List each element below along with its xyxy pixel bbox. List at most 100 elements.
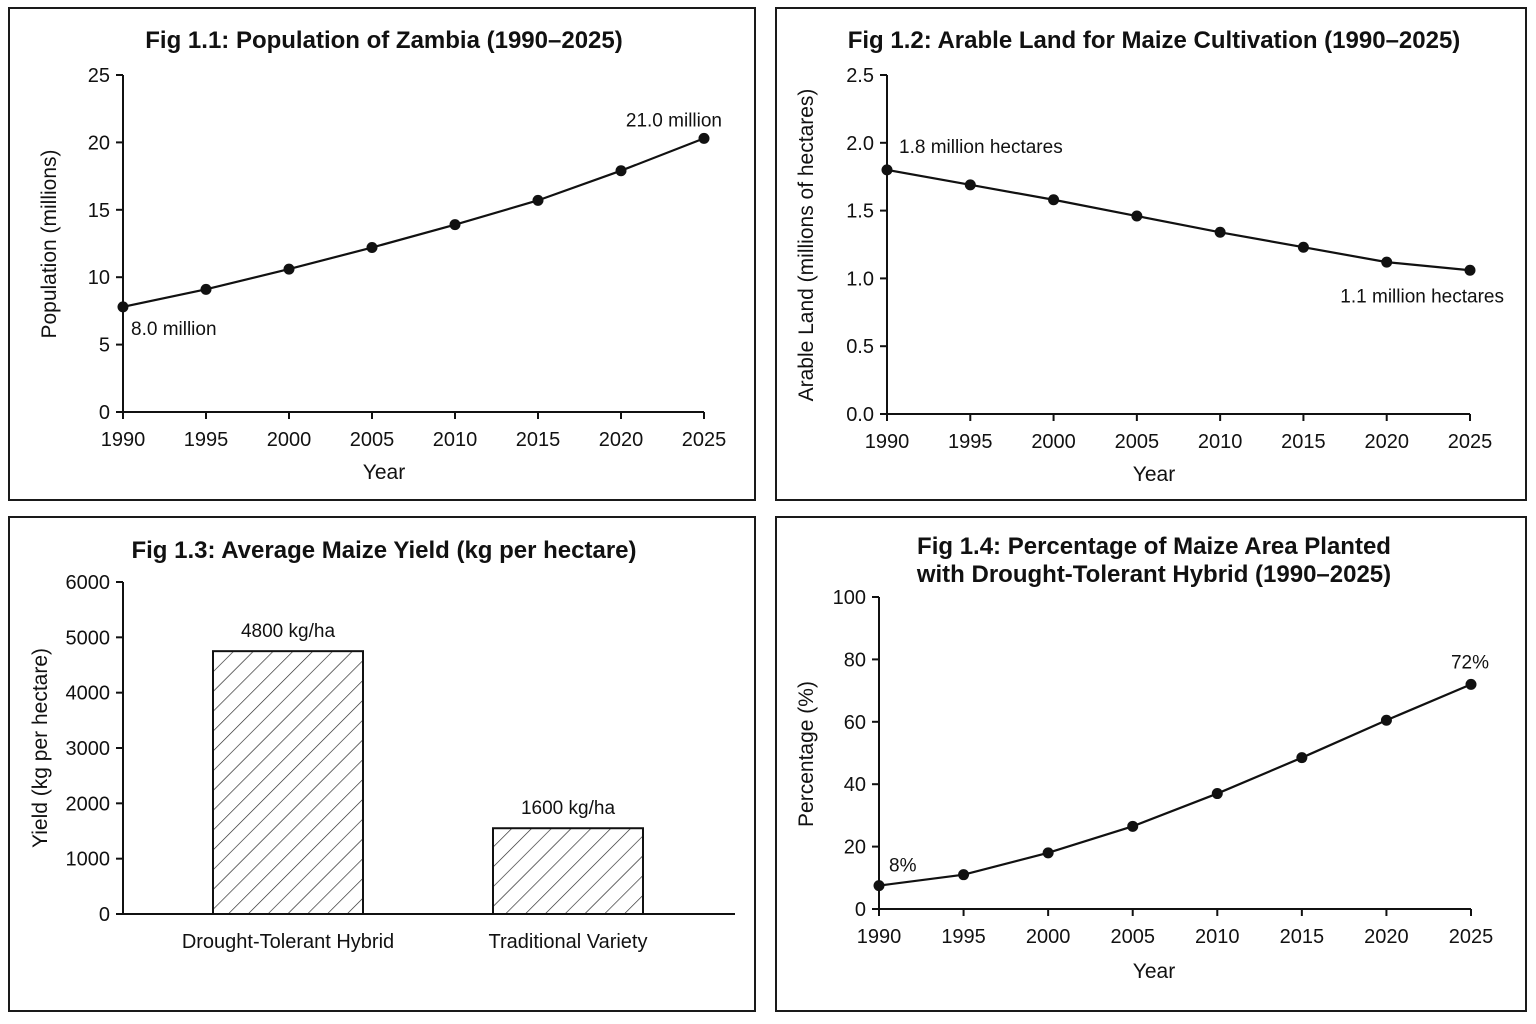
chart-title: Fig 1.1: Population of Zambia (1990–2025… xyxy=(145,27,622,54)
y-tick-label: 2.0 xyxy=(846,133,874,155)
y-tick-label: 0 xyxy=(99,402,110,424)
y-tick-label: 1000 xyxy=(66,849,111,871)
y-tick-label: 40 xyxy=(844,774,866,796)
y-axis-label: Population (millions) xyxy=(38,149,61,338)
data-point xyxy=(449,219,461,231)
fig1-panel: Fig 1.1: Population of Zambia (1990–2025… xyxy=(8,7,756,501)
x-tick-label: 2015 xyxy=(1281,431,1326,453)
x-tick-label: 2015 xyxy=(516,429,561,451)
data-point xyxy=(881,164,893,176)
data-point xyxy=(958,869,970,881)
y-tick-label: 0 xyxy=(99,904,110,926)
data-point xyxy=(283,263,295,275)
x-tick-label: 2005 xyxy=(350,429,395,451)
fig2-panel: Fig 1.2: Arable Land for Maize Cultivati… xyxy=(775,7,1527,501)
x-tick-label: 2020 xyxy=(1364,431,1409,453)
chart-title: Fig 1.4: Percentage of Maize Area Plante… xyxy=(917,533,1391,560)
y-tick-label: 20 xyxy=(88,132,110,154)
bar xyxy=(492,827,644,916)
x-tick-label: 1995 xyxy=(948,431,993,453)
data-point xyxy=(964,179,976,191)
x-axis-label: Year xyxy=(1133,463,1175,486)
y-tick-label: 0.5 xyxy=(846,336,874,358)
y-tick-label: 2.5 xyxy=(846,65,874,87)
data-point xyxy=(1464,264,1476,276)
data-point xyxy=(532,194,544,206)
x-tick-label: 2025 xyxy=(1448,431,1493,453)
y-tick-label: 5 xyxy=(99,335,110,357)
bar xyxy=(212,650,364,916)
x-category-label: Drought-Tolerant Hybrid xyxy=(182,931,394,953)
bar-data-label: 4800 kg/ha xyxy=(241,621,335,642)
x-tick-label: 2010 xyxy=(1198,431,1243,453)
x-tick-label: 2000 xyxy=(267,429,312,451)
x-tick-label: 2020 xyxy=(1364,926,1409,948)
fig3-chart: Fig 1.3: Average Maize Yield (kg per hec… xyxy=(29,537,735,953)
x-tick-label: 2010 xyxy=(433,429,478,451)
data-point xyxy=(1048,194,1060,206)
data-annotation: 1.8 million hectares xyxy=(899,137,1063,158)
x-tick-label: 2010 xyxy=(1195,926,1240,948)
y-tick-label: 6000 xyxy=(66,572,111,594)
y-tick-label: 1.0 xyxy=(846,268,874,290)
y-tick-label: 80 xyxy=(844,649,866,671)
data-point xyxy=(1296,752,1308,764)
x-tick-label: 1990 xyxy=(857,926,902,948)
x-axis-label: Year xyxy=(363,461,405,484)
y-tick-label: 10 xyxy=(88,267,110,289)
data-annotation: 72% xyxy=(1451,652,1489,673)
fig3-panel: Fig 1.3: Average Maize Yield (kg per hec… xyxy=(8,516,756,1012)
y-tick-label: 2000 xyxy=(66,793,111,815)
x-tick-label: 2025 xyxy=(682,429,727,451)
y-tick-label: 0.0 xyxy=(846,404,874,426)
y-axis-label: Arable Land (millions of hectares) xyxy=(795,89,818,402)
data-point xyxy=(1297,241,1309,253)
data-annotation: 1.1 million hectares xyxy=(1340,286,1504,307)
x-tick-label: 2005 xyxy=(1115,431,1160,453)
data-point xyxy=(117,301,129,313)
data-point xyxy=(1127,820,1139,832)
x-tick-label: 2000 xyxy=(1026,926,1071,948)
data-point xyxy=(1131,210,1143,222)
data-point xyxy=(1465,678,1477,690)
bar-data-label: 1600 kg/ha xyxy=(521,798,615,819)
y-tick-label: 4000 xyxy=(66,683,111,705)
series-line xyxy=(886,168,1471,272)
data-point xyxy=(873,880,885,892)
chart-title: Fig 1.2: Arable Land for Maize Cultivati… xyxy=(848,27,1461,54)
data-point xyxy=(1380,714,1392,726)
x-axis-label: Year xyxy=(1133,960,1175,983)
series-line xyxy=(878,683,1472,887)
data-annotation: 21.0 million xyxy=(626,110,722,131)
chart-title: Fig 1.3: Average Maize Yield (kg per hec… xyxy=(131,537,636,564)
chart-title: with Drought-Tolerant Hybrid (1990–2025) xyxy=(916,561,1391,588)
x-tick-label: 1995 xyxy=(184,429,229,451)
data-point xyxy=(1211,788,1223,800)
data-point xyxy=(698,132,710,144)
y-tick-label: 100 xyxy=(833,587,866,609)
y-tick-label: 1.5 xyxy=(846,201,874,223)
y-tick-label: 25 xyxy=(88,65,110,87)
x-tick-label: 1990 xyxy=(865,431,910,453)
data-point xyxy=(200,283,212,295)
data-point xyxy=(1214,226,1226,238)
x-tick-label: 2000 xyxy=(1031,431,1076,453)
data-point xyxy=(1381,256,1393,268)
y-tick-label: 5000 xyxy=(66,627,111,649)
data-annotation: 8.0 million xyxy=(131,319,217,340)
fig2-chart: Fig 1.2: Arable Land for Maize Cultivati… xyxy=(795,27,1504,486)
y-tick-label: 20 xyxy=(844,837,866,859)
fig4-panel: Fig 1.4: Percentage of Maize Area Plante… xyxy=(775,516,1527,1012)
data-annotation: 8% xyxy=(889,856,917,877)
data-point xyxy=(615,165,627,177)
x-tick-label: 2005 xyxy=(1110,926,1155,948)
x-tick-label: 2020 xyxy=(599,429,644,451)
y-tick-label: 3000 xyxy=(66,738,111,760)
x-category-label: Traditional Variety xyxy=(489,931,648,953)
x-tick-label: 1990 xyxy=(101,429,146,451)
y-tick-label: 0 xyxy=(855,899,866,921)
series-line xyxy=(122,137,705,308)
y-axis-label: Yield (kg per hectare) xyxy=(29,648,52,848)
y-axis-label: Percentage (%) xyxy=(795,681,818,827)
y-tick-label: 15 xyxy=(88,200,110,222)
